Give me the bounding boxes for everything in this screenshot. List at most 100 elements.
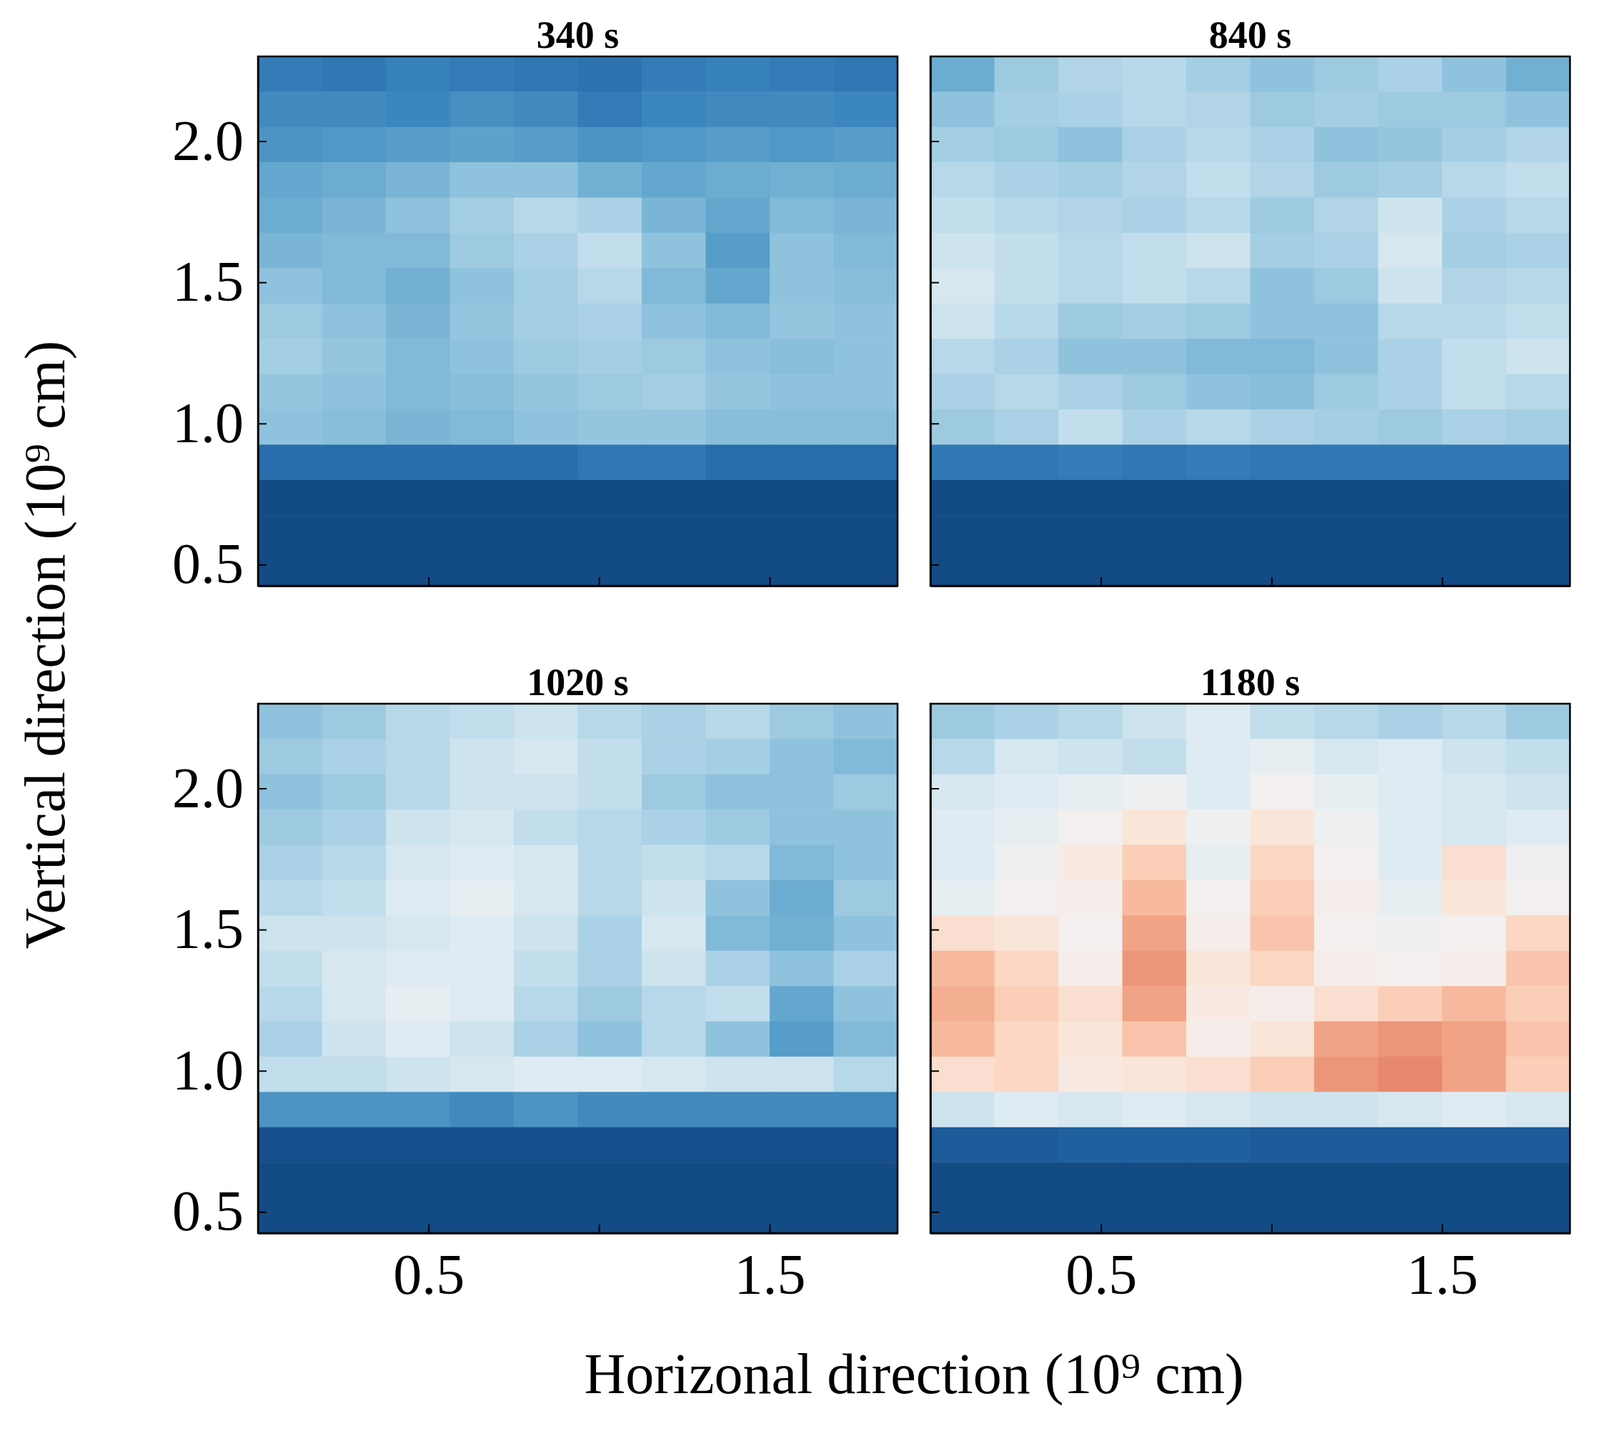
heat-cell [833,1056,899,1093]
heat-cell [706,338,771,375]
heat-cell [578,127,643,163]
heat-cell [641,338,707,375]
heat-cell [1186,515,1251,551]
heat-cell [833,1198,899,1234]
heat-cell [322,127,387,163]
heat-cell [833,197,899,234]
heat-cell [322,915,387,952]
heat-cell [322,951,387,987]
heat-cell [706,703,771,740]
tick: 1.5 [1407,1224,1479,1307]
heat-cell [706,56,771,93]
axis [258,577,899,587]
heat-cell [1250,303,1315,340]
x-tick [1271,1224,1273,1234]
heat-cell [769,338,834,375]
heat-cell [1122,1198,1187,1234]
axis [930,57,939,587]
heat-cell [769,703,834,740]
tick: 0.5 [172,532,267,596]
heat-cell [769,127,834,163]
heat-cell [1506,1021,1571,1058]
heat-cell [930,444,995,481]
heat-cell [1442,951,1507,987]
heat-cell [1442,1091,1507,1128]
heat-cell [1250,738,1315,775]
heat-cell [1314,986,1379,1022]
tick: 0.5 [1065,1224,1137,1307]
heat-cell [1314,809,1379,846]
heat-cell [833,880,899,917]
heat-cell [930,986,995,1022]
y-tick [930,1211,939,1214]
heat-cell [706,845,771,882]
panel-title: 840 s [1209,13,1293,57]
heat-cell [1442,127,1507,163]
heat-cell [769,809,834,846]
heat-cell [1506,197,1571,234]
heat-cell [322,338,387,375]
heat-cell [769,1198,834,1234]
heat-cell [994,374,1060,411]
heat-cell [930,267,995,304]
panel-title: 1180 s [1200,661,1301,704]
heat-cell [930,845,995,882]
heat-cell [578,409,643,446]
heat-cell [513,197,579,234]
heat-cell [322,986,387,1022]
heat-cell [769,1091,834,1128]
heat-cell [1250,480,1315,516]
x-tick [1100,577,1102,586]
heat-cell [1250,703,1315,740]
heat-cell [1250,267,1315,304]
heat-cell [385,162,451,198]
heat-cell [706,986,771,1022]
tick: 2.0 [172,109,267,173]
heat-cell [706,809,771,846]
heat-cell [1058,374,1123,411]
heat-cell [385,515,451,551]
heat-cell [578,703,643,740]
heat-cell [706,480,771,516]
heat-cell [1506,1056,1571,1093]
heat-cell [769,409,834,446]
heat-cell [257,56,323,93]
heat-cell [641,915,707,952]
heat-cell [1442,409,1507,446]
heat-cell [706,1021,771,1058]
heat-cell [1122,303,1187,340]
axis: 0.5 1.5 [931,1224,1571,1307]
heat-cell [641,1162,707,1199]
x-tick [428,577,430,586]
heat-cell [930,374,995,411]
heat-cell [769,91,834,128]
heat-cell [257,232,323,269]
heat-cell [385,550,451,586]
heat-cell [1122,232,1187,269]
heat-cell [994,1021,1060,1058]
heat-cell [994,515,1060,551]
heat-cell [578,951,643,987]
heat-cell [1186,1162,1251,1199]
heat-cell [994,880,1060,917]
heat-cell [578,1021,643,1058]
heat-cell [1378,197,1443,234]
heat-cell [322,480,387,516]
heat-cell [450,162,515,198]
heat-cell [257,1127,323,1164]
y-tick-label: 0.5 [172,532,244,596]
panel-title: 340 s [536,13,620,57]
heat-cell [322,91,387,128]
heat-cell [257,409,323,446]
heat-cell [450,374,515,411]
heat-cell [385,338,451,375]
heat-cell [1442,162,1507,198]
heat-cell [641,197,707,234]
heat-cell [322,1056,387,1093]
heat-cell [930,1127,995,1164]
plot-frame [930,703,1570,1234]
heat-cell [1058,703,1123,740]
heat-cell [450,1056,515,1093]
y-tick [257,140,267,143]
heat-cell [257,197,323,234]
